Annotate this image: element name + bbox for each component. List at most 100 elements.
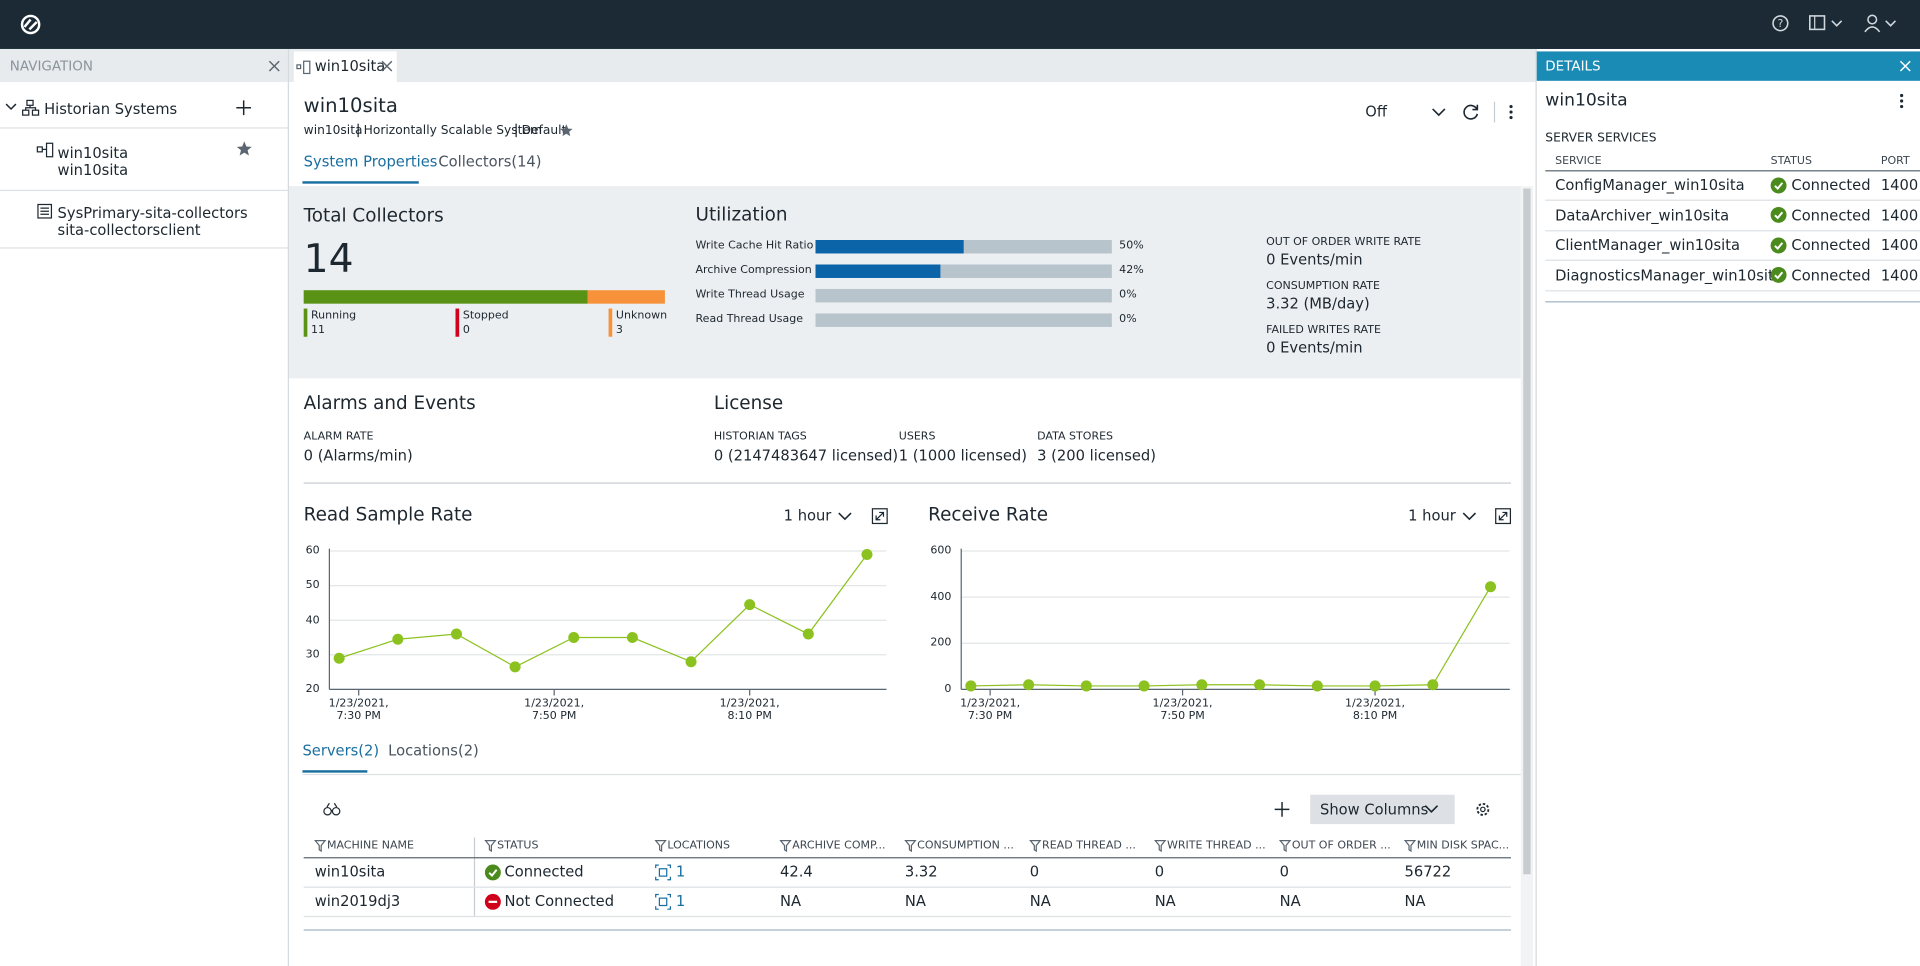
filter-icon[interactable] [1278, 840, 1292, 853]
status-ok-icon [1770, 266, 1787, 283]
location-icon [655, 893, 672, 910]
util-value: 0% [1119, 288, 1137, 302]
layout-icon[interactable] [1809, 13, 1848, 33]
settings-icon[interactable] [1474, 801, 1491, 818]
close-icon[interactable] [268, 60, 280, 72]
close-icon[interactable] [1899, 60, 1911, 72]
tab-close-icon[interactable] [381, 60, 393, 72]
filter-icon[interactable] [1403, 840, 1417, 853]
util-value: 0% [1119, 313, 1137, 326]
tab[interactable] [293, 51, 397, 83]
filter-icon[interactable] [314, 840, 327, 853]
show-columns-label[interactable]: Show Columns [1320, 800, 1429, 818]
column-header[interactable]: MACHINE NAME [326, 840, 414, 853]
tab-active[interactable]: System Properties [303, 153, 438, 171]
top-bar: ? [0, 0, 1920, 49]
details-header [1536, 51, 1920, 81]
separator [0, 127, 288, 129]
server-icon [36, 142, 54, 158]
expand-icon[interactable] [1495, 508, 1512, 525]
legend-label: Unknown [615, 309, 668, 323]
range-select[interactable]: 1 hour [1408, 506, 1456, 525]
x-tick-label: 1/23/2021, 8:10 PM [1345, 697, 1406, 723]
rate-label: CONSUMPTION RATE [1266, 280, 1380, 293]
star-icon[interactable] [236, 141, 252, 157]
util-label: Write Thread Usage [695, 288, 805, 302]
column-header[interactable]: LOCATIONS [667, 840, 731, 853]
data-point [450, 628, 462, 640]
nav-item[interactable]: SysPrimary-sita-collectors [57, 204, 248, 222]
filter-icon[interactable] [779, 840, 792, 853]
show-columns-button [1310, 794, 1455, 825]
user-icon[interactable] [1864, 13, 1903, 33]
mode-select[interactable]: Off [1365, 102, 1388, 121]
column-header[interactable]: OUT OF ORDER ... [1291, 840, 1391, 853]
data-point [509, 661, 521, 673]
add-icon[interactable] [1274, 802, 1290, 817]
data-point [1196, 679, 1208, 691]
section-title: Alarms and Events [303, 391, 476, 414]
table-cell: NA [1279, 892, 1301, 910]
field-label: DATA STORES [1037, 431, 1114, 444]
chevron-icon[interactable] [1462, 512, 1477, 522]
data-point [392, 633, 404, 645]
legend-label: Stopped [462, 309, 509, 323]
expand-icon[interactable] [871, 508, 888, 525]
tree-icon [22, 99, 40, 116]
table-cell[interactable]: 1 [675, 863, 686, 881]
legend-value: 3 [615, 324, 623, 337]
x-tick-label: 1/23/2021, 7:30 PM [328, 697, 389, 723]
kebab-icon[interactable] [1898, 92, 1905, 110]
section-title: Total Collectors [303, 204, 444, 227]
nav-root[interactable]: Historian Systems [44, 100, 178, 118]
y-tick-label: 0 [944, 683, 952, 696]
chevron-icon[interactable] [1424, 804, 1439, 814]
add-icon[interactable] [236, 100, 252, 116]
tab[interactable]: Locations(2) [388, 742, 479, 760]
table-cell[interactable]: 1 [675, 892, 686, 910]
star-icon[interactable] [560, 124, 573, 137]
table-cell: Connected [504, 863, 584, 881]
y-tick-label: 600 [930, 544, 952, 558]
field-value: 3 (200 licensed) [1037, 446, 1156, 465]
filter-icon[interactable] [1154, 840, 1167, 853]
status-ok-icon [1770, 206, 1787, 223]
column-header[interactable]: ARCHIVE COMP... [792, 840, 886, 853]
field-label: USERS [898, 431, 936, 444]
chevron-icon[interactable] [1431, 108, 1446, 118]
help-icon[interactable]: ? [1771, 13, 1791, 33]
nav-title: NAVIGATION [9, 58, 93, 75]
column-header[interactable]: MIN DISK SPAC... [1416, 840, 1510, 853]
range-select[interactable]: 1 hour [783, 506, 832, 525]
column-header[interactable]: WRITE THREAD ... [1166, 840, 1266, 853]
service-port: 1400 [1880, 206, 1919, 224]
table-cell: NA [904, 892, 926, 910]
filter-icon[interactable] [904, 840, 917, 853]
tab-active[interactable]: Servers(2) [302, 742, 380, 760]
chevron-icon[interactable] [838, 512, 853, 522]
scroll-thumb[interactable] [1523, 188, 1531, 875]
column-header[interactable]: READ THREAD ... [1042, 840, 1136, 853]
util-label: Write Cache Hit Ratio [695, 240, 814, 253]
tab-label[interactable]: win10sita [314, 57, 386, 75]
field-value: 0 (Alarms/min) [303, 446, 413, 465]
filter-icon[interactable] [654, 840, 667, 853]
table-cell: 0 [1154, 863, 1165, 881]
tab[interactable]: Collectors(14) [438, 153, 542, 171]
summary-panel [288, 186, 1521, 379]
nav-item[interactable]: win10sita [57, 144, 129, 162]
search-icon[interactable] [323, 802, 341, 817]
column-header[interactable]: STATUS [497, 840, 539, 853]
column-header[interactable]: CONSUMPTION ... [917, 840, 1014, 853]
chevron-icon[interactable] [5, 103, 17, 113]
filter-icon[interactable] [484, 840, 497, 853]
field-value: 0 (2147483647 licensed) [713, 446, 899, 465]
tab-underline [302, 770, 368, 773]
status-ok-icon [484, 863, 501, 880]
field-value: 1 (1000 licensed) [898, 446, 1027, 465]
filter-icon[interactable] [1029, 840, 1042, 853]
refresh-icon[interactable] [1462, 103, 1480, 121]
kebab-icon[interactable] [1507, 103, 1514, 121]
table-cell: 42.4 [780, 863, 813, 881]
column-separator [473, 837, 476, 916]
